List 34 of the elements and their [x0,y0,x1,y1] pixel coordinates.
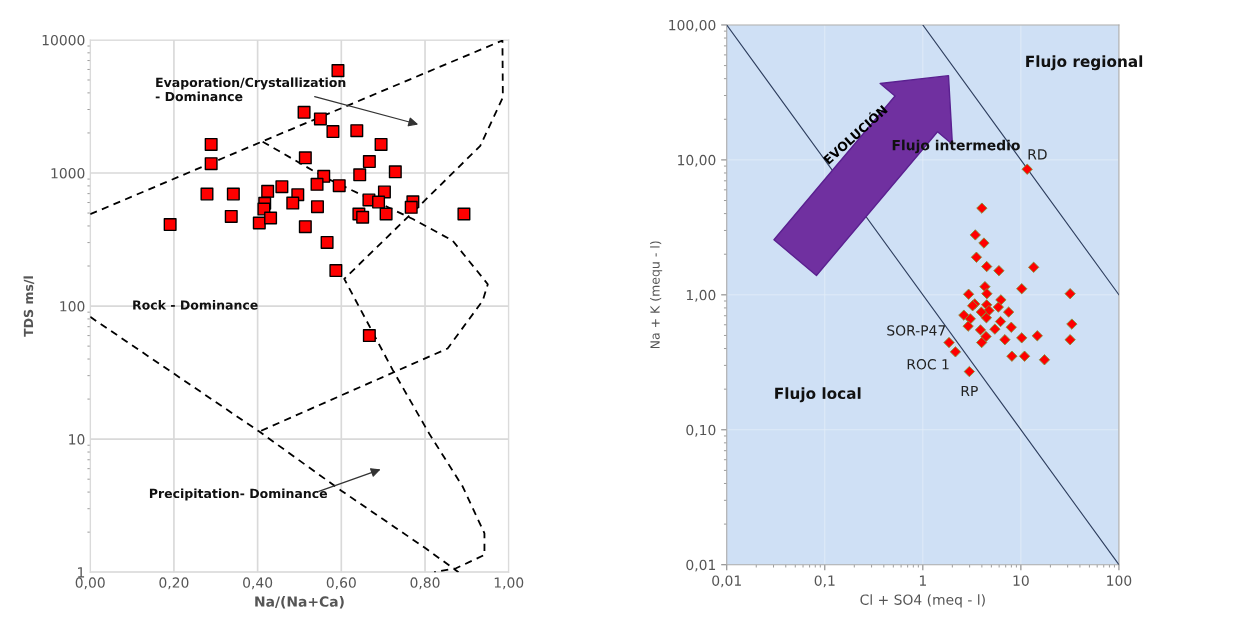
annotation: Flujo local [775,387,861,403]
y-axis-title: Na + K (mequ - l) [650,241,663,349]
y-tick-label: 10 [69,434,85,445]
annotation: Evaporation/Crystallization - Dominance [155,77,346,102]
y-tick-label: 1,00 [686,289,716,302]
y-tick-label: 1 [78,567,85,578]
annotation: Flujo regional [1026,55,1143,71]
annotation: RP [961,385,978,397]
x-tick-label: 0,01 [712,575,741,588]
x-tick-label: 100 [1107,575,1132,586]
x-tick-label: 1,00 [494,577,524,590]
y-tick-label: 10,00 [678,154,716,167]
annotation: Precipitation- Dominance [149,488,328,501]
x-axis-title: Cl + SO4 (meq - l) [860,594,985,608]
x-tick-label: 0,80 [410,577,440,590]
annotation: Rock - Dominance [133,300,258,310]
annotation: RD [1028,149,1047,160]
x-tick-label: 0,1 [814,575,835,588]
y-tick-label: 10000 [42,34,85,46]
x-tick-label: 1 [919,575,926,586]
annotation: SOR-P47 [887,325,946,336]
x-tick-label: 10 [1013,575,1029,586]
y-tick-label: 0,10 [686,424,716,437]
y-tick-label: 100 [60,301,85,312]
x-tick-label: 0,00 [75,577,105,590]
y-tick-label: 1000 [51,167,85,179]
annotation: ROC 1 [907,359,949,370]
y-axis-title: TDS ms/l [23,276,35,337]
y-tick-label: 100,00 [669,19,716,32]
y-tick-label: 0,01 [686,559,716,572]
x-tick-label: 0,40 [243,577,273,590]
x-tick-label: 0,20 [159,577,189,590]
x-axis-title: Na/(Na+Ca) [255,596,344,609]
x-tick-label: 0,60 [326,577,356,590]
